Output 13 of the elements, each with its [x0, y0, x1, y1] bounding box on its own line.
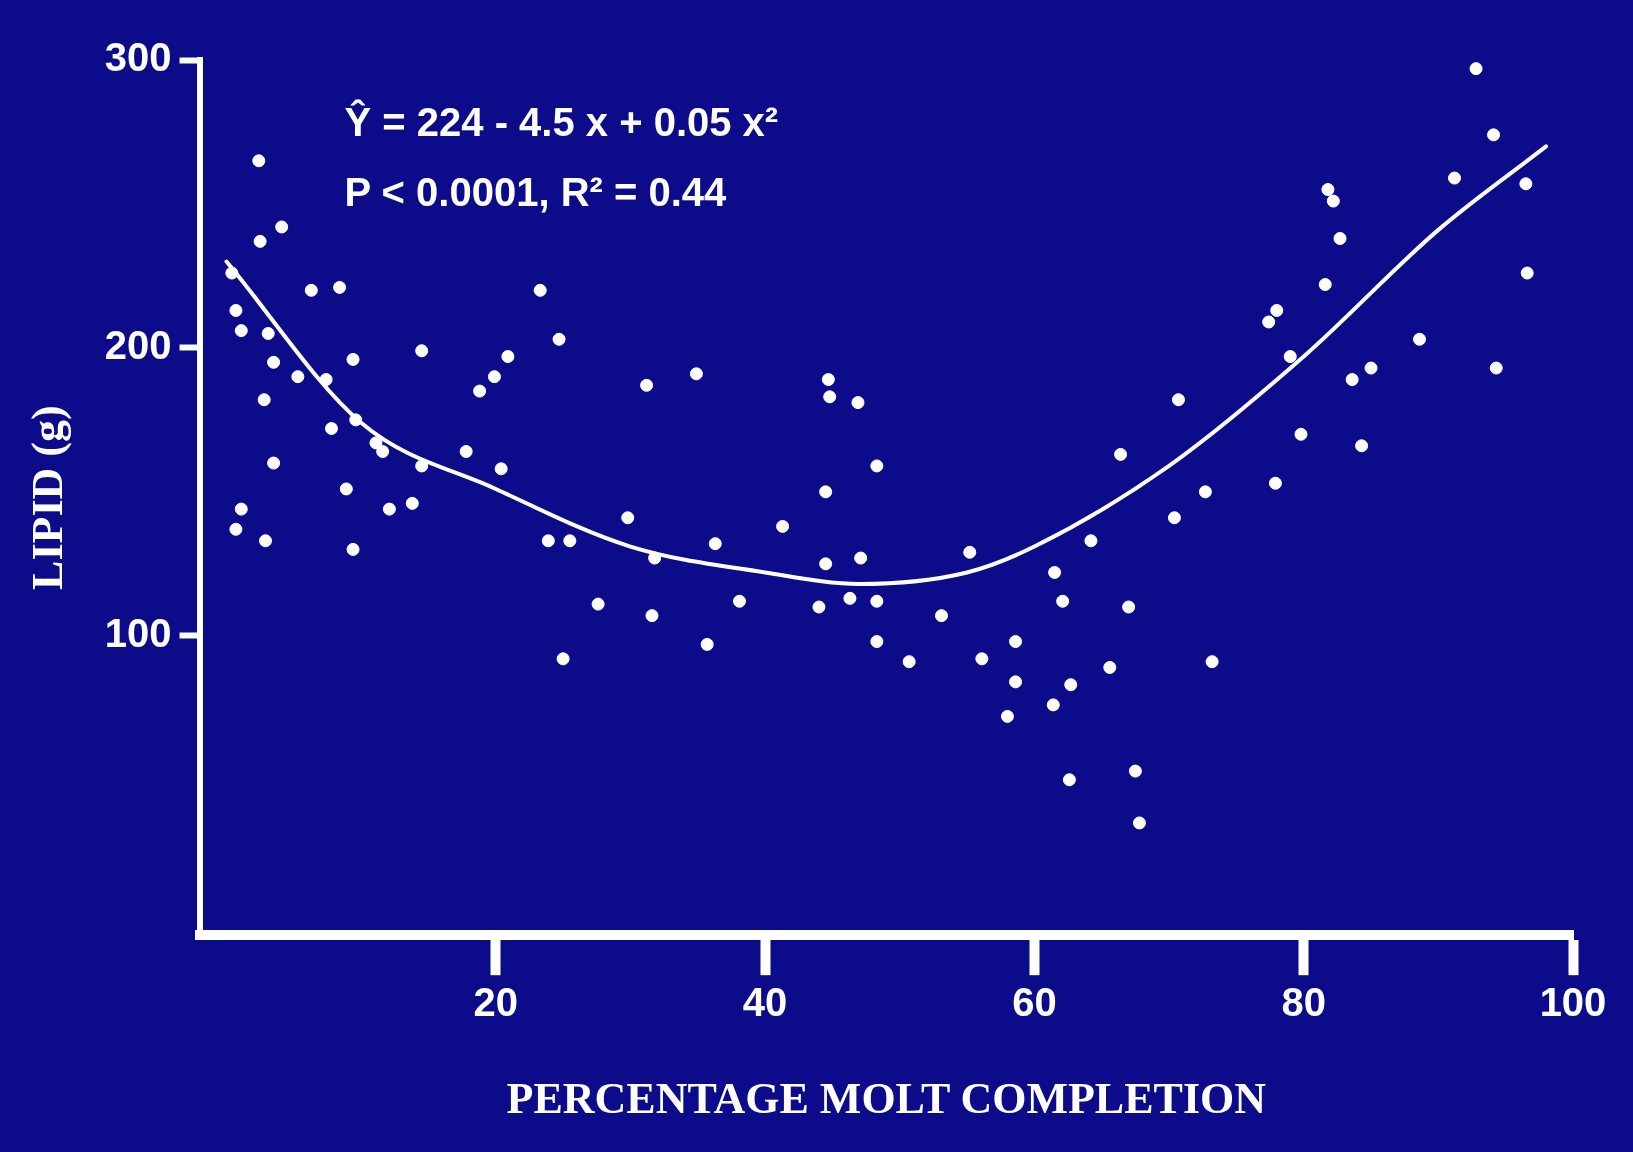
y-tick-label: 300 [104, 35, 172, 80]
x-tick-label: 40 [742, 980, 788, 1025]
y-tick-label: 100 [104, 610, 172, 655]
x-tick-label: 80 [1281, 980, 1326, 1025]
x-tick-label: 60 [1012, 980, 1057, 1025]
x-axis-title: PERCENTAGE MOLT COMPLETION [506, 1073, 1267, 1123]
annotation: P < 0.0001, R² = 0.44 [344, 170, 728, 215]
line-series [224, 144, 1549, 586]
x-tick-label: 100 [1539, 980, 1607, 1025]
y-axis-title: LIPID (g) [22, 405, 72, 590]
y-tick-label: 200 [104, 322, 172, 367]
annotation: Ŷ = 224 - 4.5 x + 0.05 x² [344, 99, 779, 145]
x-tick-label: 20 [473, 980, 519, 1025]
